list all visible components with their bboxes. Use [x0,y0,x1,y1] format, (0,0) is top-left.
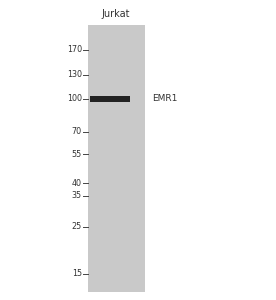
Text: 130: 130 [67,70,82,79]
Text: 35: 35 [72,191,82,200]
Text: 40: 40 [72,179,82,188]
Text: Jurkat: Jurkat [102,9,130,19]
Text: 170: 170 [67,46,82,55]
Text: 70: 70 [72,127,82,136]
Text: 55: 55 [72,149,82,158]
Text: 100: 100 [67,94,82,103]
Text: EMR1: EMR1 [152,94,177,103]
Bar [90,96,130,102]
Text: 25: 25 [72,222,82,231]
Text: 15: 15 [72,269,82,278]
Bar [88,25,145,292]
